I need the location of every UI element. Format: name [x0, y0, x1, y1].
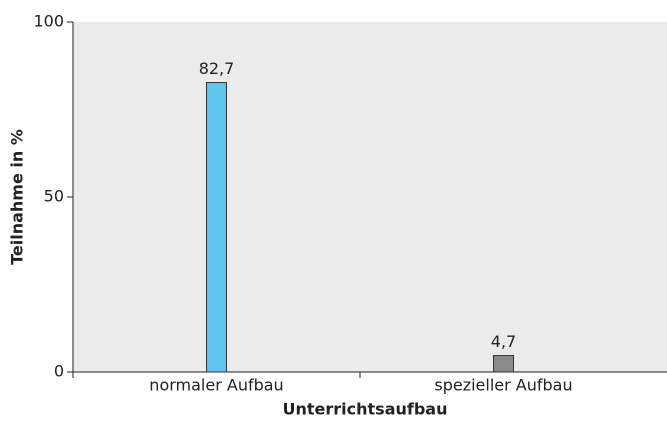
bar — [493, 355, 514, 373]
x-tick-label: normaler Aufbau — [149, 376, 283, 395]
plot-area — [73, 22, 667, 372]
bar — [206, 82, 227, 373]
y-tick-label: 100 — [33, 12, 64, 31]
y-axis-title: Teilnahme in % — [8, 129, 27, 265]
y-tick-label: 0 — [54, 362, 64, 381]
y-tick-label: 50 — [44, 187, 64, 206]
x-tick-label: spezieller Aufbau — [434, 376, 572, 395]
x-axis-title: Unterrichtsaufbau — [283, 400, 448, 419]
value-label: 4,7 — [491, 332, 516, 351]
value-label: 82,7 — [199, 59, 235, 78]
